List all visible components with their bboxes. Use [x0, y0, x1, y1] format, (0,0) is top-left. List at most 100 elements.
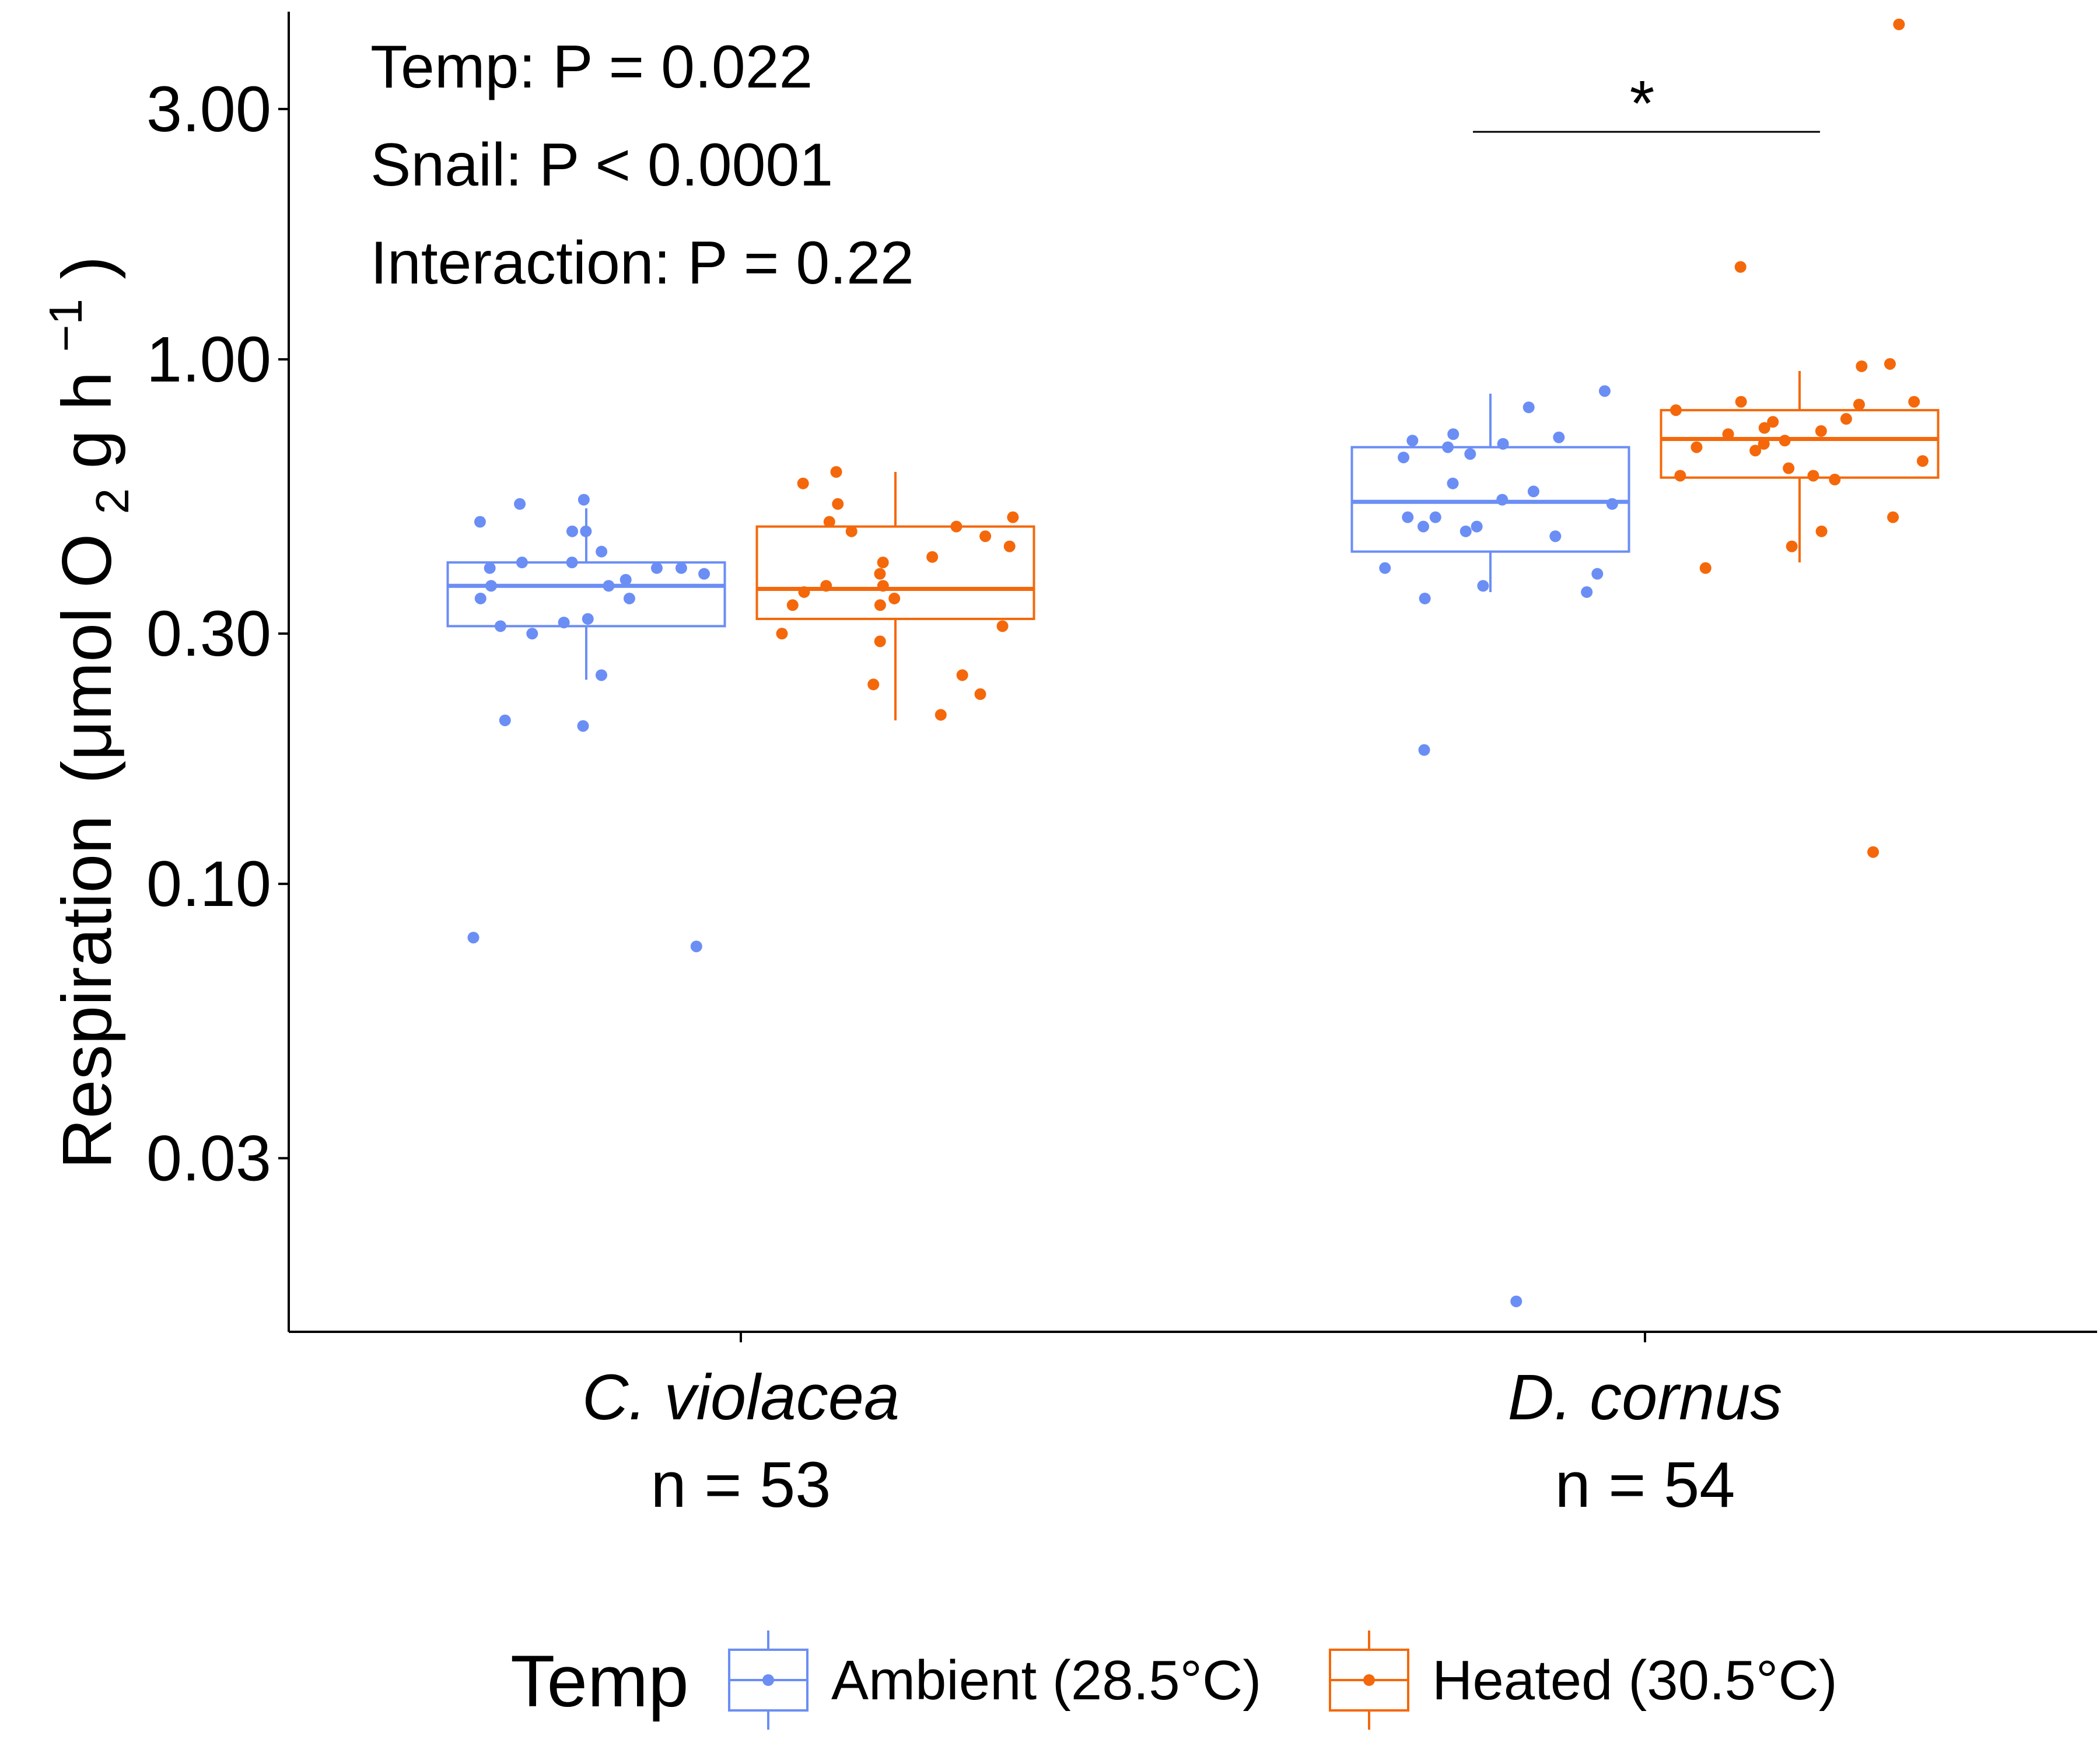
data-point	[467, 932, 480, 944]
y-axis-title-main: Respiration	[48, 815, 126, 1169]
data-point	[956, 669, 968, 681]
data-point	[1699, 562, 1712, 574]
data-point	[1418, 520, 1430, 533]
data-point	[578, 494, 590, 506]
data-point	[1591, 568, 1604, 580]
data-point	[1553, 431, 1565, 443]
y-axis-title: Respiration (μmol O 2 g h −1 )	[40, 256, 138, 1169]
data-point	[1749, 445, 1762, 457]
data-point	[1840, 413, 1852, 425]
data-point	[1884, 358, 1896, 370]
data-point	[514, 498, 526, 510]
data-point	[1406, 435, 1419, 447]
data-point	[845, 525, 858, 537]
data-point	[832, 498, 844, 510]
data-point	[797, 477, 809, 489]
data-point	[499, 714, 511, 726]
data-point	[526, 628, 538, 640]
y-axis-title-unit-sub: 2	[86, 488, 138, 515]
box-body	[1350, 446, 1630, 553]
data-point	[1767, 416, 1779, 428]
data-point	[485, 580, 497, 592]
data-point	[580, 525, 592, 537]
significance-marker: *	[1473, 68, 1820, 139]
data-point	[1464, 448, 1476, 460]
data-point	[558, 617, 570, 629]
data-point	[1758, 422, 1770, 434]
data-point	[690, 940, 702, 953]
data-point	[935, 709, 947, 721]
significance-star: *	[1630, 68, 1655, 139]
data-point	[1856, 360, 1868, 372]
data-point	[950, 520, 963, 533]
legend-key-point	[1363, 1674, 1375, 1686]
data-point	[1734, 261, 1746, 273]
data-point	[1598, 385, 1611, 397]
annotation-temp: Temp: P = 0.022	[370, 33, 813, 101]
data-point	[1893, 18, 1905, 30]
data-point	[474, 592, 487, 604]
annotation-snail: Snail: P < 0.0001	[370, 131, 833, 199]
boxes-layer	[446, 370, 1940, 720]
x-sample-size-label: n = 53	[651, 1449, 831, 1521]
axes-layer	[288, 12, 2097, 1333]
data-point	[577, 720, 589, 732]
data-point	[877, 580, 889, 592]
data-point	[798, 586, 810, 598]
data-point	[1379, 562, 1391, 574]
data-point	[1606, 498, 1618, 510]
legend-label: Ambient (28.5°C)	[831, 1649, 1261, 1712]
x-ticks-layer: C. violacea n = 53 D. cornus n = 54	[582, 1332, 1782, 1521]
stats-annotations: Temp: P = 0.022 Snail: P < 0.0001 Intera…	[370, 33, 914, 297]
data-point	[1418, 744, 1430, 756]
data-point	[1007, 511, 1019, 523]
y-axis-title-unit-sup: −1	[40, 299, 92, 352]
data-point	[1807, 470, 1819, 482]
box-1-1	[1660, 370, 1940, 563]
data-point	[582, 613, 594, 625]
data-point	[820, 580, 832, 592]
data-point	[1419, 592, 1431, 604]
data-point	[1887, 511, 1899, 523]
data-point	[1916, 455, 1929, 467]
data-point	[516, 557, 528, 569]
data-point	[888, 592, 901, 604]
y-tick-label: 3.00	[146, 74, 271, 145]
data-point	[1815, 525, 1828, 537]
data-point	[926, 551, 939, 563]
data-point	[874, 568, 886, 580]
data-point	[675, 562, 687, 574]
data-point	[595, 669, 607, 681]
data-point	[1779, 435, 1791, 447]
x-sample-size-label: n = 54	[1555, 1449, 1735, 1521]
data-point	[823, 516, 835, 528]
legend-key-1	[1329, 1630, 1409, 1730]
box-body	[755, 525, 1035, 620]
data-point	[974, 688, 986, 700]
data-point	[566, 557, 578, 569]
data-point	[1735, 396, 1747, 408]
data-point	[623, 592, 635, 604]
data-point	[1674, 470, 1686, 482]
data-point	[1815, 425, 1827, 437]
data-point	[1471, 520, 1483, 533]
data-point	[1549, 530, 1562, 543]
data-point	[1522, 401, 1535, 414]
data-point	[996, 620, 1009, 632]
data-point	[1447, 428, 1460, 440]
data-point	[603, 580, 615, 592]
data-point	[1447, 477, 1459, 489]
y-tick-label: 0.10	[146, 848, 271, 920]
data-point	[1670, 404, 1682, 417]
data-point	[979, 530, 992, 543]
legend-key-point	[762, 1674, 774, 1686]
data-point	[494, 620, 506, 632]
data-point	[1496, 494, 1508, 506]
legend-title: Temp	[510, 1641, 689, 1722]
data-point	[1442, 441, 1454, 453]
data-point	[1853, 398, 1866, 411]
y-axis-title-unit-mid: g h	[48, 372, 126, 469]
data-point	[1429, 511, 1441, 523]
data-point	[1398, 452, 1410, 464]
